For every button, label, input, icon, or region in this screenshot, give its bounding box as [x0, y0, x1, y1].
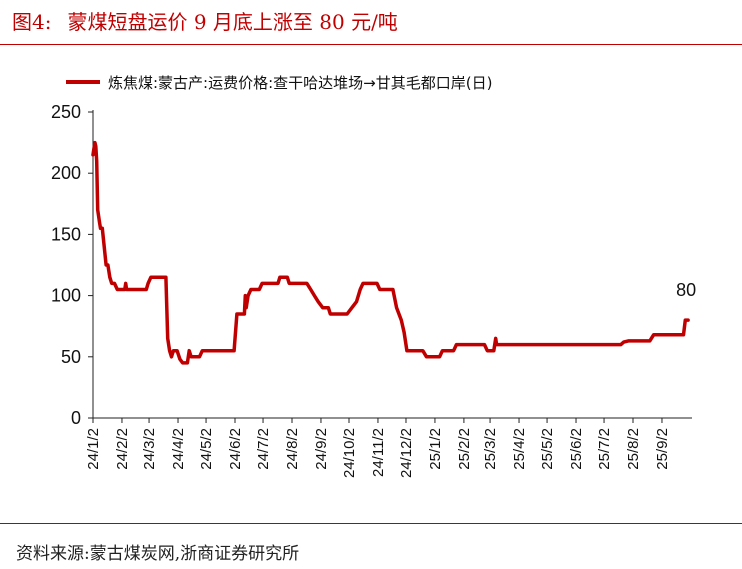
y-tick-label: 250 [51, 102, 81, 122]
axes: 0 50 100 150 200 250 24/1/2 24/2/2 24/3/2 24/4/2 2… [51, 102, 692, 478]
x-tick-label: 25/9/2 [654, 428, 671, 470]
y-tick-label: 100 [51, 286, 81, 306]
x-tick-label: 25/7/2 [596, 428, 613, 470]
series-group [91, 140, 690, 365]
legend-label: 炼焦煤:蒙古产:运费价格:查干哈达堆场→甘其毛都口岸(日) [108, 74, 492, 92]
data-label: 80 [676, 280, 696, 300]
y-tick-label: 50 [61, 347, 81, 367]
x-tick-label: 24/12/2 [398, 428, 415, 478]
y-tick-label: 200 [51, 163, 81, 183]
x-tick-label: 25/6/2 [568, 428, 585, 470]
x-tick-label: 25/8/2 [625, 428, 642, 470]
x-tick-label: 24/6/2 [227, 428, 244, 470]
chart-title: 图4: 蒙煤短盘运价 9 月底上涨至 80 元/吨 [12, 6, 398, 35]
x-tick-label: 24/7/2 [255, 428, 272, 470]
source-note: 资料来源:蒙古煤炭网,浙商证券研究所 [16, 544, 300, 564]
y-tick-label: 150 [51, 224, 81, 244]
x-tick-label: 25/4/2 [511, 428, 528, 470]
figure-title-text: 蒙煤短盘运价 9 月底上涨至 80 元/吨 [67, 10, 398, 34]
x-tick-label: 24/10/2 [341, 428, 358, 478]
chart-legend: 炼焦煤:蒙古产:运费价格:查干哈达堆场→甘其毛都口岸(日) [66, 74, 492, 92]
x-tick-label: 24/8/2 [284, 428, 301, 470]
x-tick-label: 24/5/2 [198, 428, 215, 470]
x-tick-label: 25/2/2 [456, 428, 473, 470]
x-tick-label: 25/5/2 [539, 428, 556, 470]
x-tick-label: 25/3/2 [482, 428, 499, 470]
x-tick-label: 24/2/2 [114, 428, 131, 470]
line-chart: 炼焦煤:蒙古产:运费价格:查干哈达堆场→甘其毛都口岸(日) 0 50 100 150 2… [51, 74, 696, 478]
data-labels: 80 [676, 280, 696, 300]
x-tick-label: 24/11/2 [370, 428, 387, 477]
figure-label: 图4: [12, 10, 52, 34]
series-line [91, 140, 690, 365]
x-tick-label: 24/1/2 [85, 428, 102, 470]
y-tick-label: 0 [71, 408, 81, 428]
x-tick-label: 24/4/2 [170, 428, 187, 470]
top-rule [0, 44, 742, 45]
x-tick-label: 24/9/2 [313, 428, 330, 470]
x-tick-label: 25/1/2 [427, 428, 444, 470]
x-tick-label: 24/3/2 [141, 428, 158, 470]
bottom-rule [0, 523, 742, 524]
